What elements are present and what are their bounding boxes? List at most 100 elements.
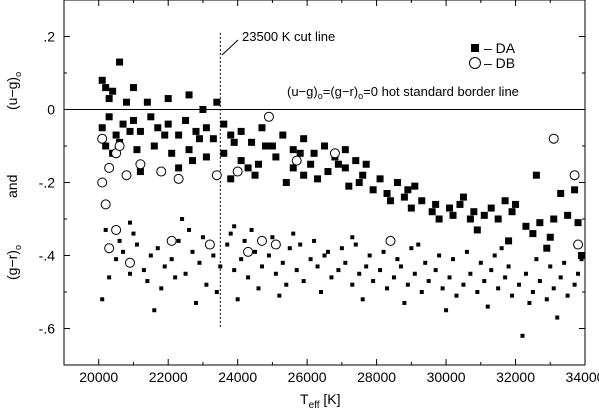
color-point xyxy=(266,253,271,258)
da-point xyxy=(543,244,551,252)
color-point xyxy=(232,224,237,229)
border-line-label: (u−g)o=(g−r)o=0 hot standard border line xyxy=(287,84,519,101)
color-point xyxy=(558,275,563,280)
da-point xyxy=(418,197,426,205)
da-point xyxy=(355,179,363,186)
da-point xyxy=(230,138,238,146)
color-point xyxy=(298,242,303,247)
da-point xyxy=(195,135,203,143)
color-point xyxy=(225,242,230,247)
x-tick-label: 32000 xyxy=(496,369,535,385)
da-point xyxy=(182,116,190,124)
da-point xyxy=(386,197,394,205)
color-point xyxy=(416,242,421,247)
color-point xyxy=(291,231,296,236)
color-point xyxy=(121,249,126,254)
da-point xyxy=(255,160,263,168)
color-point xyxy=(169,257,174,262)
color-point xyxy=(423,260,428,265)
color-point xyxy=(360,297,365,302)
color-point xyxy=(127,220,132,225)
da-point xyxy=(578,252,586,259)
color-point xyxy=(197,260,202,265)
color-point xyxy=(325,249,330,254)
da-point xyxy=(564,211,572,219)
da-point xyxy=(404,186,412,194)
da-point xyxy=(147,113,155,121)
db-point xyxy=(548,133,559,144)
color-point xyxy=(562,260,567,265)
color-point xyxy=(259,264,264,269)
da-point xyxy=(199,106,207,113)
db-point xyxy=(385,235,396,246)
da-point xyxy=(227,131,235,139)
da-point xyxy=(150,142,158,150)
x-tick-label: 20000 xyxy=(79,369,118,385)
color-point xyxy=(173,275,178,280)
color-point xyxy=(364,264,369,269)
x-tick-label: 22000 xyxy=(149,369,188,385)
color-point xyxy=(152,308,157,313)
color-point xyxy=(475,290,480,294)
color-point xyxy=(280,260,285,265)
color-point xyxy=(180,217,185,221)
color-point xyxy=(190,249,195,254)
da-point xyxy=(407,204,415,212)
color-point xyxy=(489,268,494,273)
da-point xyxy=(473,226,481,234)
x-tick-label: 28000 xyxy=(357,369,396,385)
color-point xyxy=(510,293,515,298)
y-axis-label-bottom: (g−r)o xyxy=(4,245,23,280)
color-point xyxy=(576,271,581,276)
db-point xyxy=(166,235,177,246)
color-point xyxy=(246,275,251,280)
db-point xyxy=(111,224,122,235)
y-tick-label: -.2 xyxy=(39,175,56,191)
y-tick-label: .2 xyxy=(43,29,55,45)
da-point xyxy=(164,120,172,128)
color-point xyxy=(162,264,167,269)
color-point xyxy=(350,282,355,287)
db-point xyxy=(97,177,108,188)
color-point xyxy=(451,257,456,262)
color-point xyxy=(551,286,556,291)
color-point xyxy=(183,271,188,276)
y-axis-label-top: (u−g)o xyxy=(4,72,23,110)
da-point xyxy=(129,84,137,92)
color-point xyxy=(468,271,473,276)
color-point xyxy=(378,268,383,273)
y-axis: .2 0 -.2 -.4 -.6 xyxy=(39,0,585,366)
color-point xyxy=(301,279,306,284)
da-point xyxy=(456,200,464,208)
da-point xyxy=(574,219,582,227)
y-tick-label: -.6 xyxy=(39,321,56,337)
da-point xyxy=(359,171,367,179)
color-point xyxy=(527,300,532,305)
da-point xyxy=(300,135,308,143)
da-point xyxy=(310,149,318,157)
da-point xyxy=(185,91,193,99)
color-point xyxy=(402,300,407,305)
cut-line-label: 23500 K cut line xyxy=(242,29,335,44)
color-point xyxy=(148,253,153,258)
color-point xyxy=(176,238,181,243)
da-point xyxy=(209,135,217,143)
db-point xyxy=(270,239,281,250)
da-point xyxy=(136,127,144,135)
da-point xyxy=(261,142,269,150)
color-point xyxy=(464,249,469,254)
db-point xyxy=(135,159,146,170)
color-point xyxy=(211,253,216,258)
da-point xyxy=(529,230,537,238)
da-point xyxy=(459,193,467,201)
color-point xyxy=(253,249,258,254)
color-point xyxy=(214,290,219,294)
da-point xyxy=(258,124,266,132)
color-point xyxy=(412,271,417,276)
color-point xyxy=(145,279,150,284)
legend-da-marker xyxy=(471,44,479,52)
db-point xyxy=(114,141,125,151)
color-point xyxy=(256,286,261,291)
da-point xyxy=(220,120,228,128)
